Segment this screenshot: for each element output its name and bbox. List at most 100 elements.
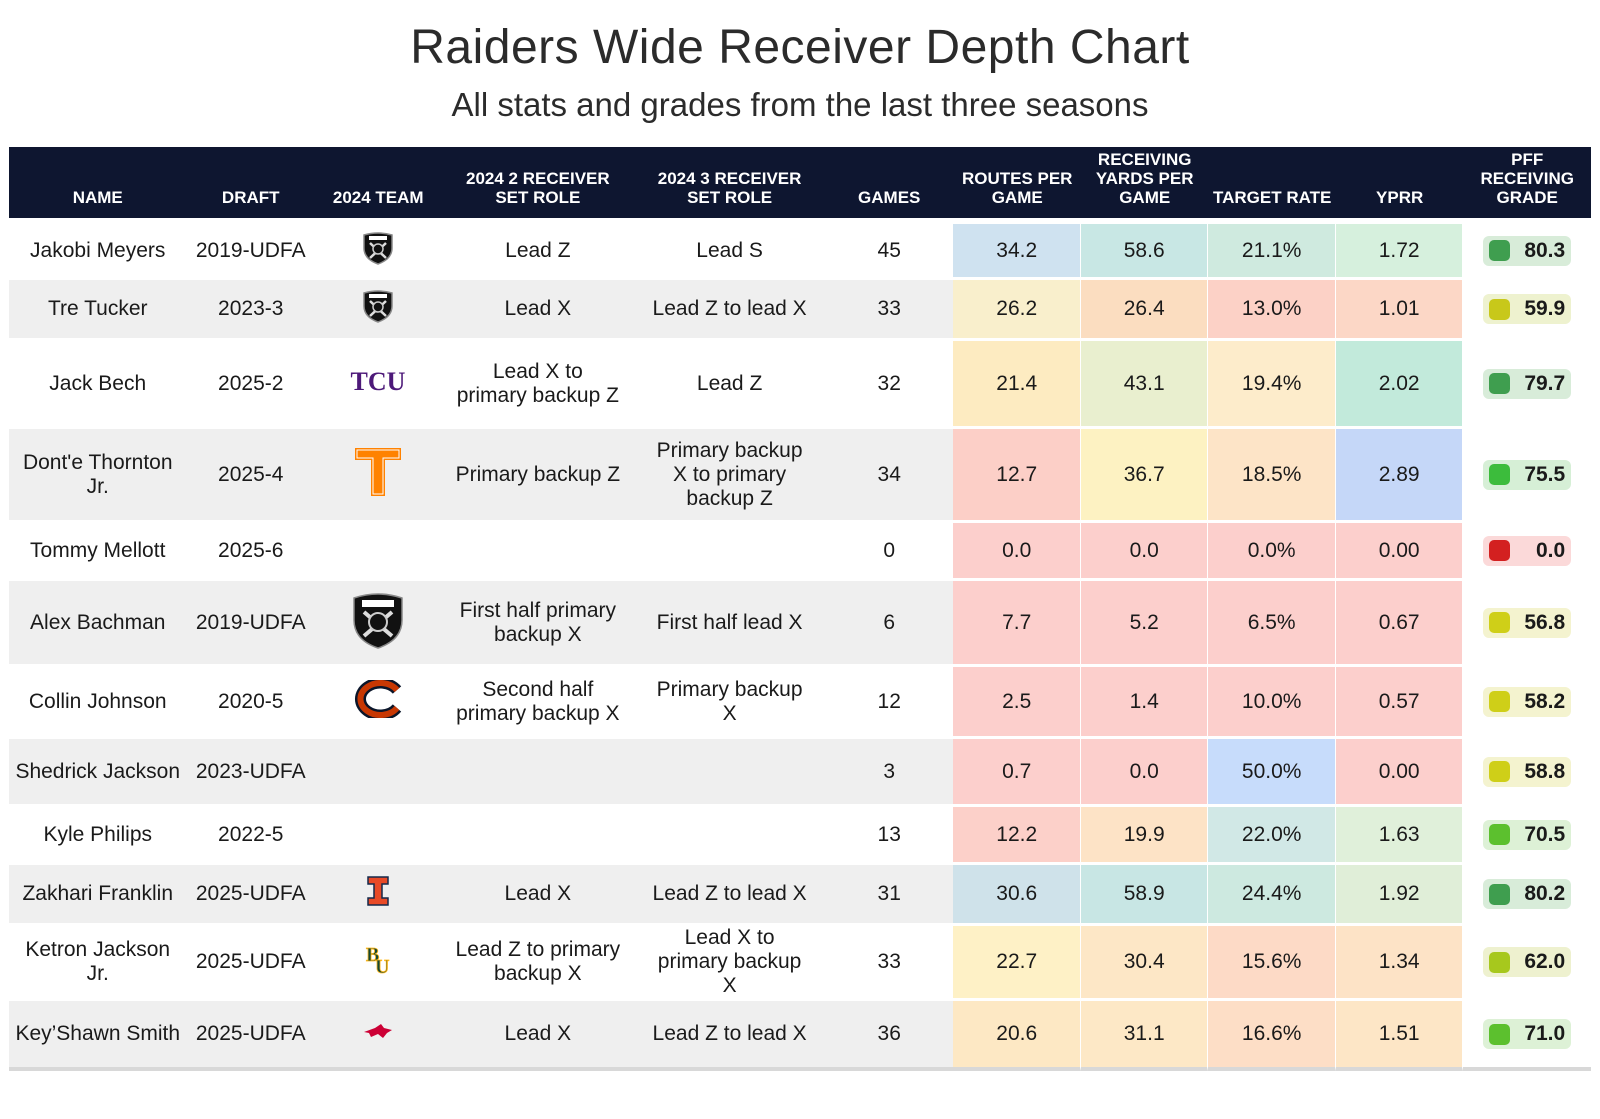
- table-row: Ketron Jackson Jr. 2025-UDFA B U Lead Z to p…: [9, 926, 1591, 1001]
- team-cell: [314, 865, 442, 926]
- yards-per-game-cell: 30.4: [1080, 926, 1209, 1001]
- grade-color-icon: [1489, 298, 1511, 320]
- table-row: Tommy Mellott 2025-6 0 0.0 0.0 0.0% 0.00 0.0: [9, 523, 1591, 581]
- player-name: Kyle Philips: [9, 807, 187, 865]
- svg-text:TCU: TCU: [351, 367, 406, 396]
- role-3wr-cell: Primary backup X to primary backup Z: [634, 429, 825, 523]
- grade-value: 58.8: [1524, 759, 1566, 783]
- player-name: Jakobi Meyers: [9, 218, 187, 280]
- draft-cell: 2025-4: [186, 429, 315, 523]
- routes-per-game-cell: 7.7: [953, 581, 1081, 667]
- table-row: Kyle Philips 2022-5 13 12.2 19.9 22.0% 1.63 70.…: [9, 807, 1591, 865]
- yprr-cell: 0.67: [1335, 581, 1464, 667]
- role-3wr-cell: Lead S: [634, 218, 825, 280]
- draft-cell: 2019-UDFA: [186, 581, 315, 667]
- yards-per-game-cell: 26.4: [1080, 280, 1209, 341]
- grade-value: 58.2: [1524, 689, 1566, 713]
- grade-cell: 59.9: [1463, 280, 1591, 341]
- role-2wr-cell: Lead Z: [441, 218, 635, 280]
- grade-color-icon: [1489, 1023, 1511, 1045]
- role-3wr-cell: Lead Z to lead X: [634, 865, 825, 926]
- games-cell: 32: [824, 341, 954, 429]
- grade-color-icon: [1489, 540, 1511, 561]
- games-cell: 12: [824, 667, 954, 739]
- target-rate-cell: 16.6%: [1208, 1001, 1336, 1071]
- role-2wr-cell: [441, 739, 635, 807]
- draft-cell: 2020-5: [186, 667, 315, 739]
- grade-value: 56.8: [1524, 610, 1566, 634]
- role-2wr-cell: Primary backup Z: [441, 429, 635, 523]
- table-row: Collin Johnson 2020-5 Second half primary …: [9, 667, 1591, 739]
- games-cell: 45: [824, 218, 954, 280]
- role-2wr-cell: Lead Z to primary backup X: [441, 926, 635, 1001]
- routes-per-game-cell: 30.6: [953, 865, 1081, 926]
- player-name: Ketron Jackson Jr.: [9, 926, 187, 1001]
- games-cell: 33: [824, 926, 954, 1001]
- team-cell: [314, 1001, 442, 1071]
- player-name: Dont'e Thornton Jr.: [9, 429, 187, 523]
- games-cell: 36: [824, 1001, 954, 1071]
- grade-value: 71.0: [1524, 1022, 1566, 1045]
- yprr-cell: 1.51: [1335, 1001, 1464, 1071]
- role-3wr-cell: Lead Z: [634, 341, 825, 429]
- grade-cell: 71.0: [1463, 1001, 1591, 1071]
- target-rate-cell: 6.5%: [1208, 581, 1336, 667]
- yprr-cell: 0.00: [1335, 739, 1464, 807]
- grade-badge: 56.8: [1483, 607, 1572, 638]
- header-col-yards: RECEIVING YARDS PER GAME: [1080, 147, 1209, 218]
- grade-color-icon: [1489, 951, 1511, 973]
- grade-badge: 70.5: [1483, 819, 1572, 850]
- yprr-cell: 2.02: [1335, 341, 1464, 429]
- grade-cell: 58.2: [1463, 667, 1591, 739]
- yards-per-game-cell: 19.9: [1080, 807, 1209, 865]
- grade-badge: 58.8: [1483, 756, 1572, 787]
- team-cell: [314, 667, 442, 739]
- table-row: Zakhari Franklin 2025-UDFA Lead X Lead Z to…: [9, 865, 1591, 926]
- header-col-yprr: YPRR: [1335, 147, 1464, 218]
- games-cell: 33: [824, 280, 954, 341]
- team-cell: [314, 739, 442, 807]
- chart-title: Raiders Wide Receiver Depth Chart: [410, 21, 1190, 74]
- routes-per-game-cell: 34.2: [953, 218, 1081, 280]
- routes-per-game-cell: 22.7: [953, 926, 1081, 1001]
- header-col-games: GAMES: [824, 147, 954, 218]
- grade-cell: 56.8: [1463, 581, 1591, 667]
- draft-cell: 2022-5: [186, 807, 315, 865]
- depth-chart-table: NAME DRAFT 2024 TEAM 2024 2 RECEIVER SET RO…: [9, 147, 1591, 1071]
- team-cell: [314, 581, 442, 667]
- grade-value: 80.3: [1524, 238, 1566, 262]
- draft-cell: 2025-UDFA: [186, 926, 315, 1001]
- table-row: Key’Shawn Smith 2025-UDFA Lead X Lead Z to …: [9, 1001, 1591, 1071]
- yards-per-game-cell: 43.1: [1080, 341, 1209, 429]
- games-cell: 34: [824, 429, 954, 523]
- table-row: Dont'e Thornton Jr. 2025-4 Primary backup …: [9, 429, 1591, 523]
- grade-badge: 80.2: [1483, 879, 1572, 909]
- grade-cell: 58.8: [1463, 739, 1591, 807]
- role-2wr-cell: [441, 807, 635, 865]
- grade-value: 75.5: [1524, 462, 1566, 486]
- role-2wr-cell: Lead X to primary backup Z: [441, 341, 635, 429]
- draft-cell: 2025-UDFA: [186, 1001, 315, 1071]
- yards-per-game-cell: 58.9: [1080, 865, 1209, 926]
- player-name: Jack Bech: [9, 341, 187, 429]
- bears-logo-icon: [351, 679, 405, 718]
- yprr-cell: 1.63: [1335, 807, 1464, 865]
- target-rate-cell: 15.6%: [1208, 926, 1336, 1001]
- grade-badge: 0.0: [1483, 535, 1572, 566]
- routes-per-game-cell: 21.4: [953, 341, 1081, 429]
- grade-color-icon: [1489, 761, 1511, 782]
- player-name: Alex Bachman: [9, 581, 187, 667]
- routes-per-game-cell: 12.2: [953, 807, 1081, 865]
- grade-color-icon: [1489, 883, 1511, 905]
- player-name: Key’Shawn Smith: [9, 1001, 187, 1071]
- header-col-target: TARGET RATE: [1208, 147, 1336, 218]
- yards-per-game-cell: 36.7: [1080, 429, 1209, 523]
- games-cell: 31: [824, 865, 954, 926]
- target-rate-cell: 10.0%: [1208, 667, 1336, 739]
- player-name: Tommy Mellott: [9, 523, 187, 581]
- header-row: NAME DRAFT 2024 TEAM 2024 2 RECEIVER SET RO…: [9, 147, 1591, 218]
- target-rate-cell: 22.0%: [1208, 807, 1336, 865]
- grade-badge: 79.7: [1483, 368, 1572, 399]
- table-row: Alex Bachman 2019-UDFA First half primary …: [9, 581, 1591, 667]
- grade-cell: 80.3: [1463, 218, 1591, 280]
